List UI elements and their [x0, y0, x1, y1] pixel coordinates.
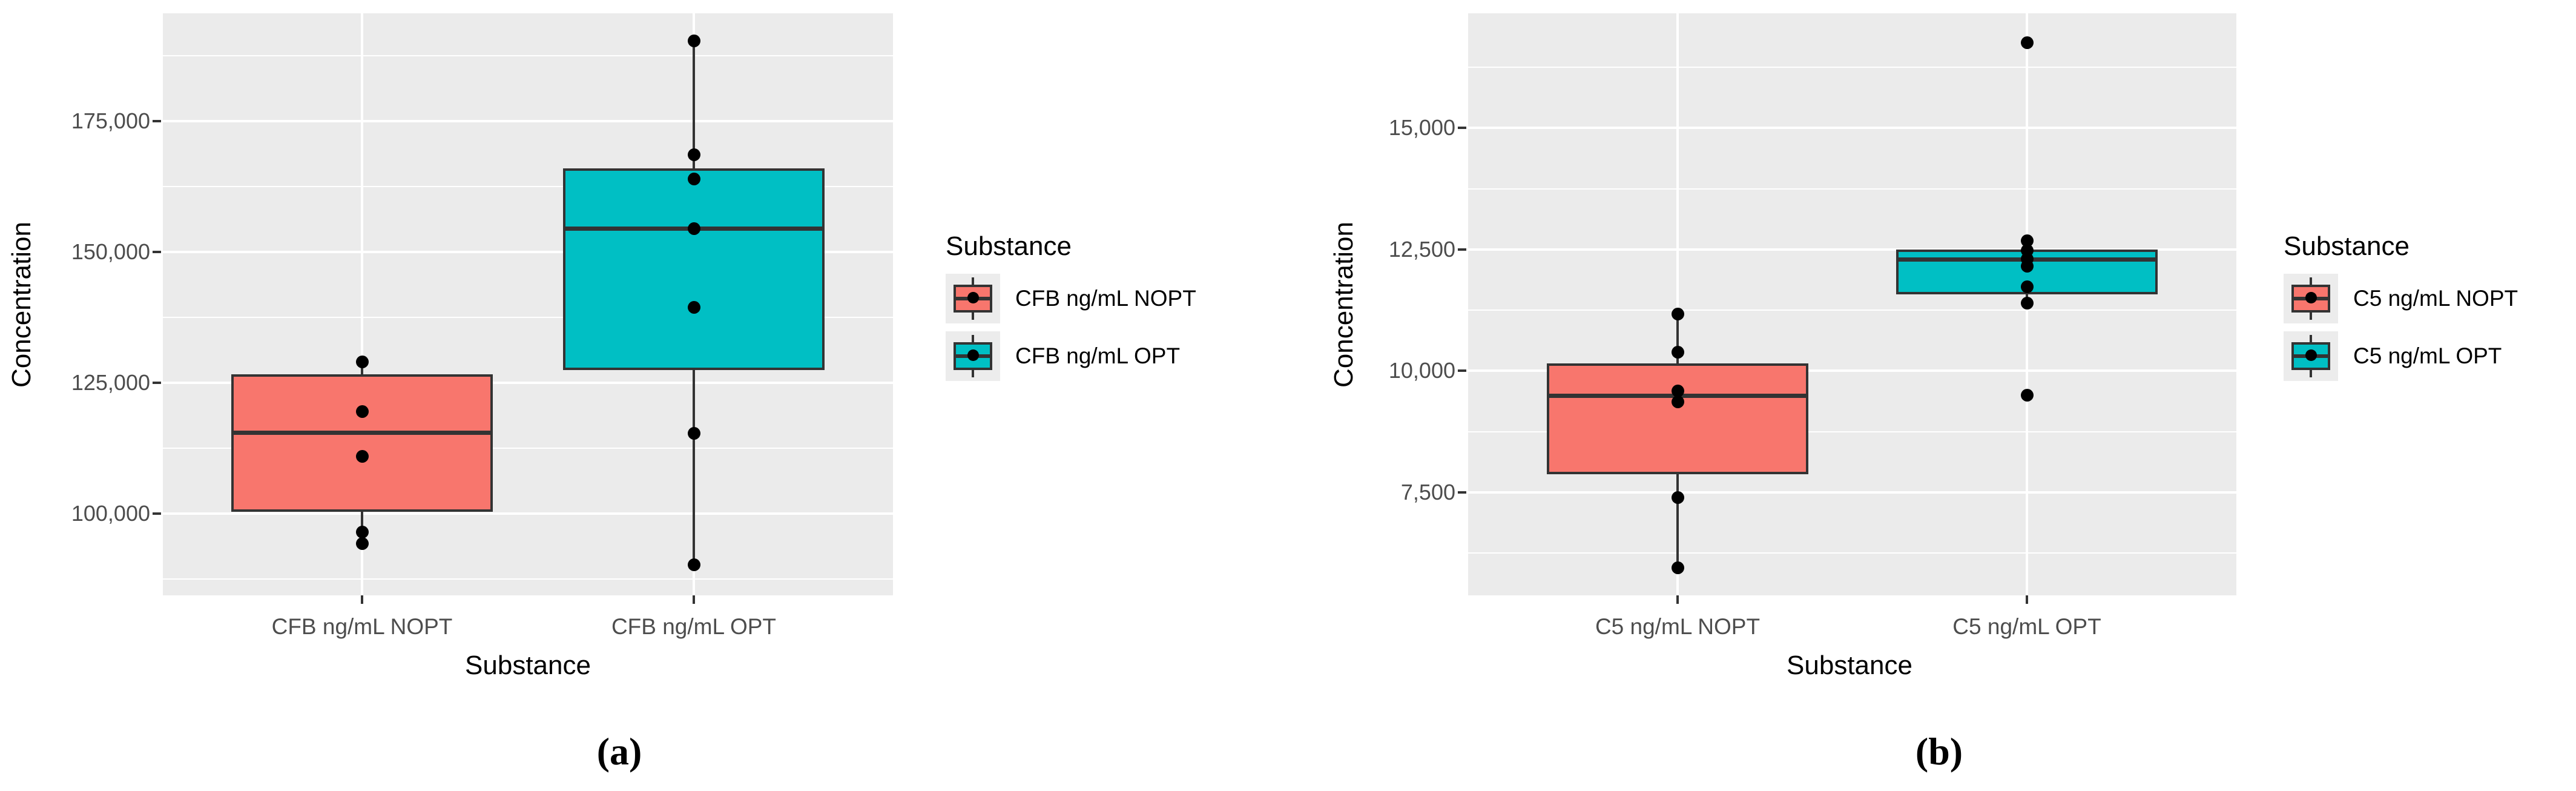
y-major-gridline-b-3: [1468, 127, 2236, 130]
data-point-b-nopt-2: [1671, 384, 1684, 397]
data-point-b-nopt-4: [1671, 491, 1684, 505]
median-line-a-nopt: [234, 430, 490, 435]
x-axis-title-b: Substance: [1787, 650, 1912, 680]
y-tick-b-0: [1458, 491, 1466, 494]
caption-a: (a): [596, 730, 642, 773]
data-point-a-nopt-1: [355, 405, 369, 419]
y-tick-a-3: [153, 120, 161, 123]
data-point-a-opt-1: [687, 148, 700, 161]
data-point-b-nopt-1: [1671, 345, 1684, 359]
y-major-gridline-a-2: [163, 251, 893, 254]
y-tick-label-b-3: 15,000: [1388, 115, 1455, 141]
x-tick-label-b-1: C5 ng/mL OPT: [1952, 614, 2101, 639]
legend-glyph-point-b-0: [2305, 292, 2317, 303]
box-a-opt: [563, 168, 825, 370]
data-point-b-opt-5: [2020, 280, 2034, 294]
y-minor-gridline-a-4: [163, 55, 893, 56]
y-tick-b-3: [1458, 127, 1466, 130]
data-point-b-opt-7: [2020, 389, 2034, 402]
data-point-b-nopt-0: [1671, 308, 1684, 321]
legend-label-a-nopt: CFB ng/mL NOPT: [1015, 286, 1196, 311]
x-axis-title-a: Substance: [465, 650, 591, 680]
y-major-gridline-b-2: [1468, 248, 2236, 251]
data-point-a-nopt-4: [355, 537, 369, 550]
y-tick-label-a-0: 100,000: [71, 501, 150, 526]
y-tick-a-2: [153, 251, 161, 254]
data-point-a-opt-4: [687, 301, 700, 314]
y-tick-label-b-2: 12,500: [1388, 236, 1455, 262]
lower-whisker-b-nopt: [1676, 474, 1679, 568]
upper-whisker-a-opt: [693, 41, 695, 168]
data-point-a-opt-0: [687, 35, 700, 48]
x-tick-a-1: [693, 595, 695, 604]
x-tick-a-0: [361, 595, 363, 604]
x-gridline-b-0: [1676, 13, 1679, 595]
box-a-nopt: [231, 374, 493, 512]
y-minor-gridline-a-2: [163, 317, 893, 319]
data-point-a-opt-6: [687, 558, 700, 572]
legend-title-a: Substance: [946, 231, 1072, 261]
x-tick-label-a-0: CFB ng/mL NOPT: [271, 614, 453, 639]
data-point-a-opt-2: [687, 172, 700, 185]
legend-label-a-opt: CFB ng/mL OPT: [1015, 343, 1181, 368]
y-tick-a-0: [153, 512, 161, 515]
y-tick-label-b-0: 7,500: [1400, 479, 1455, 505]
y-tick-label-a-3: 175,000: [71, 108, 150, 134]
y-major-gridline-a-0: [163, 512, 893, 515]
legend-key-a-nopt: [946, 274, 1000, 323]
y-minor-gridline-a-0: [163, 578, 893, 580]
y-tick-label-a-2: 150,000: [71, 239, 150, 265]
legend-label-b-nopt: C5 ng/mL NOPT: [2353, 286, 2518, 311]
y-minor-gridline-b-0: [1468, 552, 2236, 554]
legend-key-a-opt: [946, 331, 1000, 381]
data-point-b-opt-6: [2020, 296, 2034, 309]
x-tick-label-a-1: CFB ng/mL OPT: [611, 614, 777, 639]
x-tick-b-1: [2026, 595, 2028, 604]
y-tick-label-a-1: 125,000: [71, 370, 150, 396]
box-b-nopt: [1547, 363, 1808, 474]
x-tick-label-b-0: C5 ng/mL NOPT: [1595, 614, 1761, 639]
y-tick-b-2: [1458, 248, 1466, 251]
data-point-b-opt-4: [2020, 259, 2034, 273]
x-tick-b-0: [1676, 595, 1679, 604]
y-tick-b-1: [1458, 369, 1466, 372]
y-major-gridline-b-1: [1468, 369, 2236, 372]
plot-panel-b: [1468, 13, 2236, 595]
data-point-a-opt-5: [687, 426, 700, 440]
y-minor-gridline-b-2: [1468, 309, 2236, 311]
legend-glyph-point-b-1: [2305, 349, 2317, 361]
y-major-gridline-b-0: [1468, 491, 2236, 494]
data-point-b-nopt-3: [1671, 395, 1684, 408]
x-gridline-a-0: [361, 13, 363, 595]
y-minor-gridline-b-3: [1468, 188, 2236, 190]
data-point-b-nopt-5: [1671, 561, 1684, 574]
data-point-a-nopt-0: [355, 356, 369, 369]
y-tick-a-1: [153, 382, 161, 385]
legend-title-b: Substance: [2284, 231, 2410, 261]
lower-whisker-a-opt: [693, 369, 695, 565]
legend-key-b-nopt: [2284, 274, 2338, 323]
y-major-gridline-a-3: [163, 120, 893, 123]
y-tick-label-b-1: 10,000: [1388, 358, 1455, 383]
upper-whisker-b-nopt: [1676, 314, 1679, 363]
y-minor-gridline-a-1: [163, 448, 893, 449]
y-major-gridline-a-1: [163, 382, 893, 385]
data-point-a-nopt-3: [355, 525, 369, 538]
data-point-a-nopt-2: [355, 449, 369, 463]
legend-key-b-opt: [2284, 331, 2338, 381]
data-point-b-opt-1: [2020, 234, 2034, 247]
data-point-b-opt-0: [2020, 36, 2034, 50]
legend-glyph-point-a-0: [967, 292, 979, 303]
data-point-a-opt-3: [687, 222, 700, 235]
legend-label-b-opt: C5 ng/mL OPT: [2353, 343, 2502, 368]
legend-glyph-point-a-1: [967, 349, 979, 361]
caption-b: (b): [1915, 730, 1963, 773]
y-minor-gridline-b-4: [1468, 67, 2236, 68]
y-minor-gridline-b-1: [1468, 431, 2236, 432]
y-minor-gridline-a-3: [163, 186, 893, 188]
